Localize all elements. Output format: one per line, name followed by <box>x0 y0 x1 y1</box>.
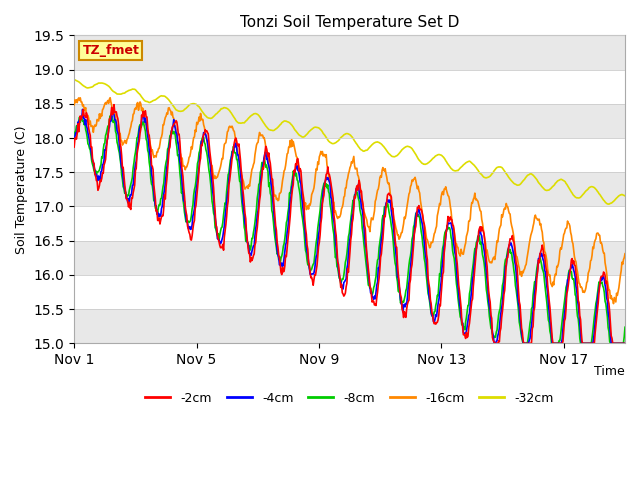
Bar <box>74 104 625 138</box>
Bar <box>74 309 625 343</box>
Bar <box>74 240 625 275</box>
Text: TZ_fmet: TZ_fmet <box>83 44 140 57</box>
Bar <box>74 36 625 70</box>
Y-axis label: Soil Temperature (C): Soil Temperature (C) <box>15 125 28 253</box>
Text: Time: Time <box>595 365 625 378</box>
Bar <box>74 172 625 206</box>
Title: Tonzi Soil Temperature Set D: Tonzi Soil Temperature Set D <box>240 15 460 30</box>
Legend: -2cm, -4cm, -8cm, -16cm, -32cm: -2cm, -4cm, -8cm, -16cm, -32cm <box>140 386 559 409</box>
